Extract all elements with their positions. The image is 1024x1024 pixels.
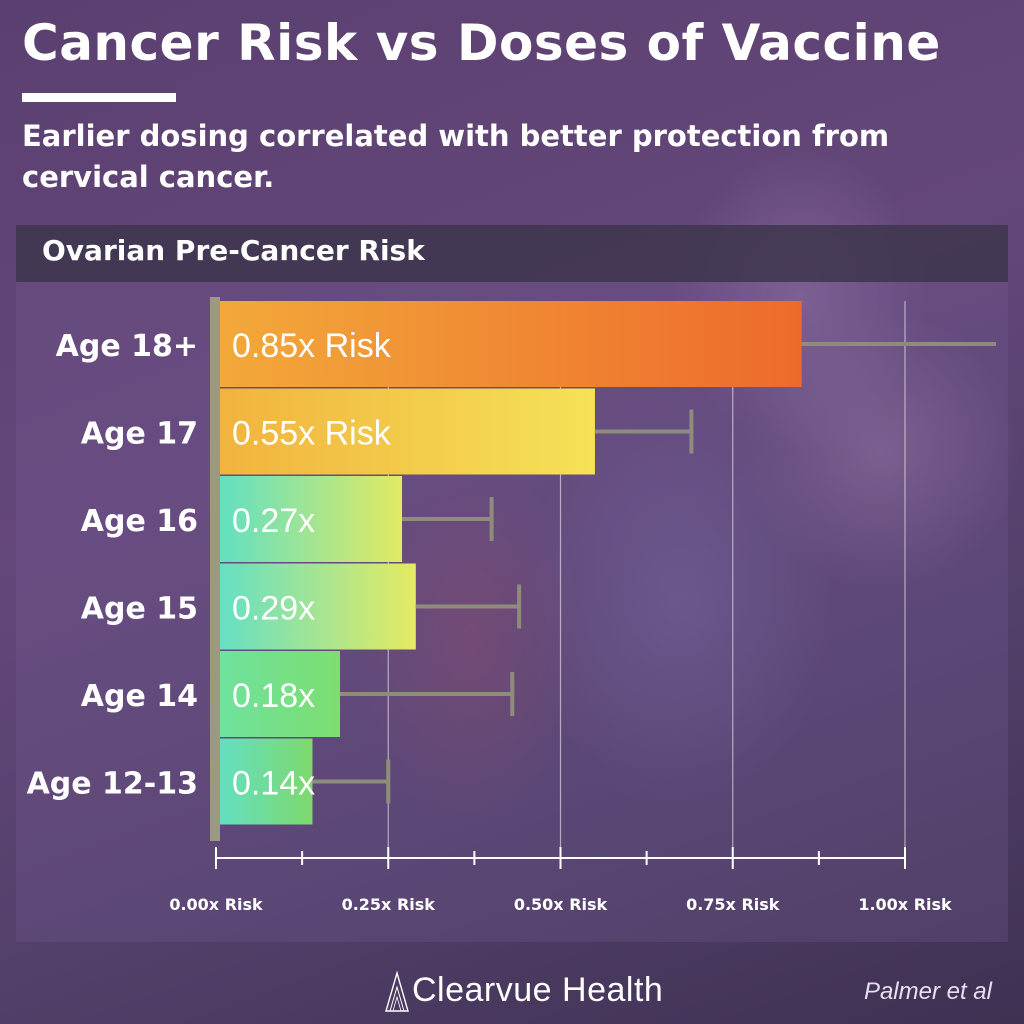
brand-mark-icon <box>385 970 409 1012</box>
page-title: Cancer Risk vs Doses of Vaccine <box>22 14 941 72</box>
y-axis-line <box>210 297 220 841</box>
x-tick-label: 0.75x Risk <box>686 895 780 914</box>
brand-logo: Clearvue Health <box>384 966 663 1014</box>
data-label: 0.27x <box>232 502 315 540</box>
title-underline <box>22 93 176 102</box>
bar <box>216 738 313 825</box>
chart-title: Ovarian Pre-Cancer Risk <box>42 234 425 267</box>
bar <box>216 651 341 737</box>
bar <box>216 476 403 562</box>
data-label: 0.29x <box>232 590 315 628</box>
x-tick-label: 1.00x Risk <box>858 895 952 914</box>
bar <box>216 301 802 387</box>
chart-panel-header <box>16 225 1008 282</box>
source-citation: Palmer et al <box>863 978 992 1005</box>
data-label: 0.55x Risk <box>232 415 392 453</box>
page-subtitle: Earlier dosing correlated with better pr… <box>22 119 890 194</box>
bar <box>216 563 416 650</box>
bar <box>216 388 595 475</box>
data-label: 0.85x Risk <box>232 327 392 365</box>
category-label: Age 12-13 <box>27 767 198 802</box>
x-tick-label: 0.25x Risk <box>342 895 436 914</box>
category-label: Age 16 <box>81 504 198 539</box>
x-tick-label: 0.50x Risk <box>514 895 608 914</box>
brand-name: Clearvue Health <box>412 970 664 1009</box>
data-label: 0.14x <box>232 765 315 803</box>
category-label: Age 14 <box>81 679 198 714</box>
category-label: Age 15 <box>81 592 198 627</box>
category-label: Age 17 <box>81 417 198 452</box>
category-label: Age 18+ <box>56 329 198 364</box>
data-label: 0.18x <box>232 677 315 715</box>
x-tick-label: 0.00x Risk <box>169 895 263 914</box>
